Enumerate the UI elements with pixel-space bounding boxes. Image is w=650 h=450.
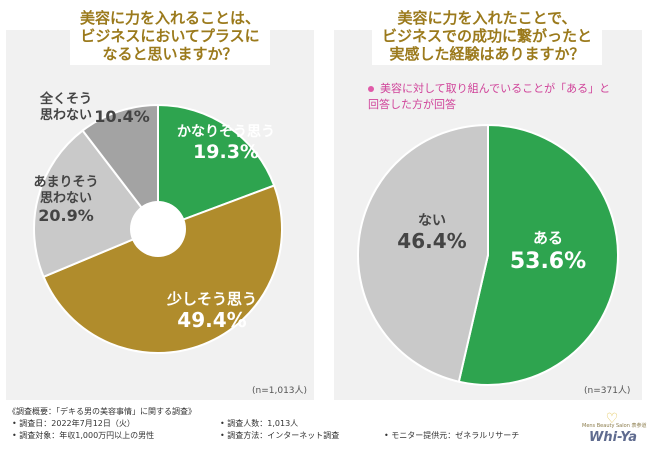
note-bullet-icon (368, 86, 374, 92)
pie-slice-0-2 (33, 129, 160, 279)
pie-slice-1-1 (357, 123, 489, 383)
note-line: 美容に対して取り組んでいることが「ある」と (380, 82, 611, 95)
slice-label-1-0: ある (533, 229, 563, 247)
slice-label-0-2: あまりそう (33, 175, 98, 190)
question-1-title-line: なると思いますか？ (102, 45, 238, 63)
brand-logo: ♡ Mens Beauty Salon 表参道 Whi-Ya (582, 411, 647, 448)
pie-slice-0-3 (81, 103, 159, 232)
slice-label-0-1: 少しそう思う (166, 290, 257, 308)
question-2-title-line: 美容に力を入れたことで、 (397, 9, 577, 27)
slice-label-0-2: 思わない (40, 191, 92, 206)
note-line: 回答した方が回答 (368, 98, 456, 111)
question-1-title-line: 美容に力を入れることは、 (80, 9, 261, 27)
slice-label-0-3: 全くそう (39, 91, 92, 107)
slice-label-0-3: 思わない (40, 108, 92, 123)
slice-value-0-3: 10.4% (94, 107, 150, 126)
question-1-title: 美容に力を入れることは、 ビジネスにおいてプラスに なると思いますか？ (70, 7, 271, 65)
question-1-title-line: ビジネスにおいてプラスに (80, 27, 260, 45)
survey-overview: 《調査概要：「デキる男の美容事情」に関する調査》 • 調査日：2022年7月12… (8, 406, 568, 442)
survey-monitor: • モニター提供元：ゼネラルリサーチ (384, 431, 520, 440)
pie-slice-1-0 (457, 123, 619, 386)
survey-target: • 調査対象：年収1,000万円以上の男性 (12, 431, 155, 440)
slice-label-1-1: ない (418, 213, 446, 229)
respondent-note: 美容に対して取り組んでいることが「ある」と 回答した方が回答 (368, 81, 610, 113)
logo-subtitle: Mens Beauty Salon 表参道 (582, 423, 647, 429)
slice-value-0-0: 19.3% (193, 141, 259, 163)
slice-value-0-1: 49.4% (177, 308, 246, 332)
question-2-title-line: ビジネスでの成功に繋がったと (382, 27, 593, 45)
question-2-title-line: 実感した経験はありますか？ (389, 45, 585, 63)
slice-value-1-1: 46.4% (397, 229, 466, 253)
survey-method: • 調査方法：インターネット調査 (220, 431, 340, 440)
slice-value-1-0: 53.6% (510, 249, 586, 274)
slice-value-0-2: 20.9% (38, 206, 94, 225)
survey-date: • 調査日：2022年7月12日（火） (12, 419, 135, 428)
heart-icon: ♡ (605, 411, 619, 427)
survey-count: • 調査人数：1,013人 (220, 419, 299, 428)
question-2-title: 美容に力を入れたことで、 ビジネスでの成功に繋がったと 実感した経験はありますか… (372, 7, 603, 65)
pie-slice-0-1 (42, 184, 283, 354)
overview-title: 《調査概要：「デキる男の美容事情」に関する調査》 (8, 407, 196, 416)
donut-hole-0 (130, 201, 186, 257)
sample-size-left: (n=1,013人) (252, 386, 308, 396)
sample-size-right: (n=371人) (584, 386, 631, 396)
slice-label-0-0: かなりそう思う (177, 124, 275, 140)
logo-name: Whi-Ya (589, 430, 637, 445)
pie-slice-0-0 (157, 103, 276, 231)
